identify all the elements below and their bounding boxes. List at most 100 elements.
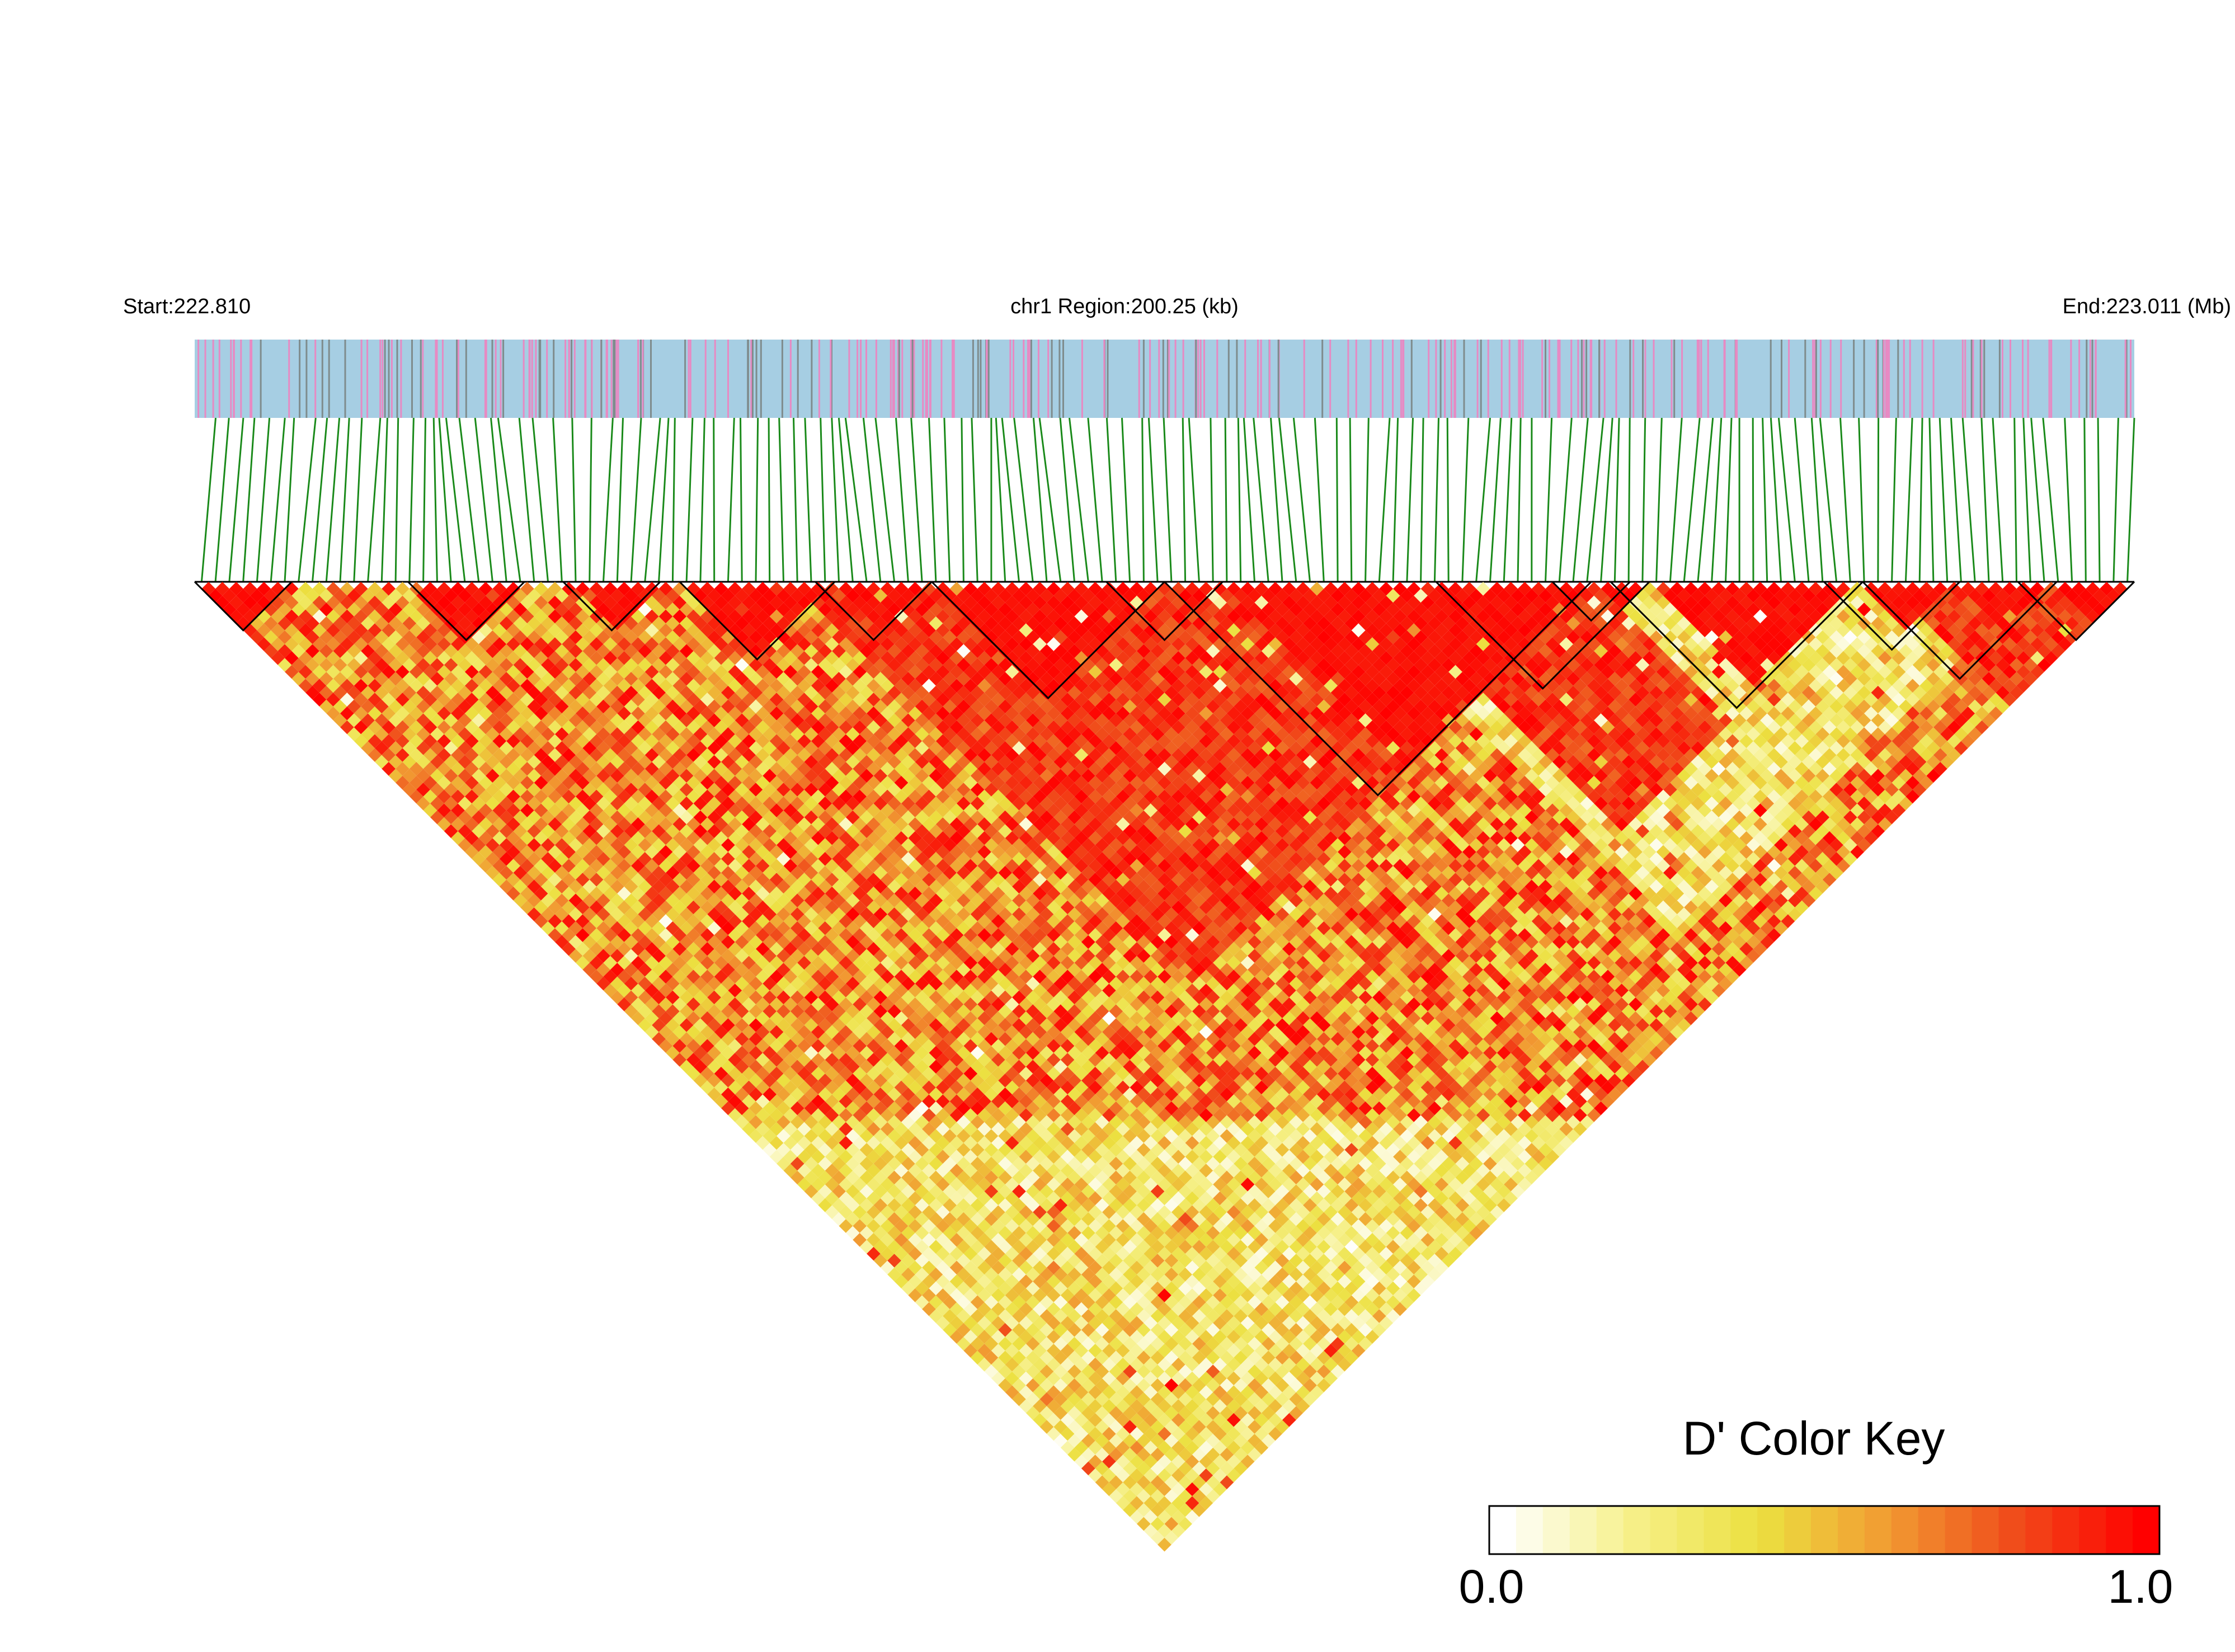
ld-cell [409,595,424,610]
ld-cell [679,658,694,672]
ld-cell [1164,1489,1179,1503]
ld-cell [666,672,680,686]
ld-cell [1158,1260,1171,1275]
ld-cell [1012,1143,1026,1157]
ld-cell [1047,1191,1061,1206]
ld-cell [894,1232,909,1247]
ld-cell [1234,1350,1248,1365]
ld-cell [957,893,971,907]
ld-cell [492,706,507,721]
ld-cell [486,603,500,616]
ld-cell [929,976,943,991]
ld-cell [1150,1143,1165,1157]
ld-cell [1088,1219,1103,1233]
ld-cell [700,845,714,859]
ld-cell [1116,1455,1130,1469]
ld-cell [527,851,542,866]
ld-cell [347,589,361,603]
ld-cell [1012,1336,1026,1351]
ld-cell [707,672,721,686]
ld-cell [1164,1406,1179,1420]
ld-cell [596,976,610,991]
ld-cell [486,851,500,866]
ld-cell [763,824,777,839]
ld-cell [652,727,666,741]
ld-cell [1171,1219,1185,1233]
ld-cell [354,665,368,679]
ld-cell [1019,983,1033,997]
ld-cell [763,949,777,963]
ld-cell [416,755,430,769]
ld-cell [790,796,804,811]
ld-cell [1088,1427,1103,1441]
ld-cell [804,824,818,839]
ld-cell [1130,1399,1144,1413]
ld-cell [1220,1184,1234,1198]
snp-track-marker [230,340,232,418]
ld-cell [1144,1427,1158,1441]
ld-cell [894,983,909,997]
ld-cell [1053,1170,1068,1185]
snp-connector-line [1819,417,1838,582]
ld-cell [666,783,680,797]
ld-cell [486,796,500,811]
ld-cell [603,609,618,624]
ld-cell [506,831,520,845]
ld-cell [548,623,562,638]
ld-cell [1033,997,1047,1011]
ld-cell [1130,1482,1144,1496]
ld-cell [686,900,700,915]
ld-cell [513,796,528,811]
ld-cell [603,679,618,693]
ld-cell [756,845,770,859]
ld-cell [1074,1150,1089,1164]
ld-cell [499,589,514,603]
ld-cell [582,783,597,797]
ld-cell [1019,1094,1033,1108]
ld-cell [368,637,382,651]
ld-cell [568,755,583,769]
ld-cell [638,603,652,616]
snp-track-marker [865,340,867,418]
ld-cell [721,1032,735,1046]
ld-cell [984,1240,999,1254]
ld-cell [1199,1246,1213,1261]
ld-cell [867,873,881,887]
ld-cell [264,616,278,630]
ld-cell [707,1046,721,1060]
ld-cell [617,914,632,929]
snp-track-marker [1277,340,1279,418]
ld-cell [444,616,458,630]
ld-cell [880,1136,895,1150]
ld-cell [929,1101,943,1116]
ld-cell [949,900,964,915]
snp-track-marker [1980,340,1983,418]
snp-connector-line [1725,417,1733,582]
snp-track-marker [1450,340,1452,418]
ld-cell [631,886,645,901]
ld-cell [430,713,444,727]
ld-cell [340,637,354,651]
ld-cell [652,769,666,783]
ld-cell [1206,1461,1220,1476]
ld-cell [347,699,361,714]
ld-cell [728,1108,742,1122]
ld-cell [1116,1399,1130,1413]
ld-cell [1130,1371,1144,1386]
ld-cell [1019,1260,1033,1275]
ld-cell [1067,1434,1081,1448]
snp-track-marker [901,340,904,418]
snp-connector-line [1777,417,1796,582]
ld-cell [769,914,784,929]
snp-connector-line [1655,417,1663,582]
ld-cell [499,658,514,672]
ld-cell [1130,1496,1144,1510]
ld-cell [631,775,645,790]
ld-cell [576,942,590,956]
ld-cell [472,685,486,700]
ld-cell [763,783,777,797]
ld-cell [527,658,542,672]
ld-cell [1095,1046,1109,1060]
ld-cell [880,997,895,1011]
ld-cell [943,879,957,894]
